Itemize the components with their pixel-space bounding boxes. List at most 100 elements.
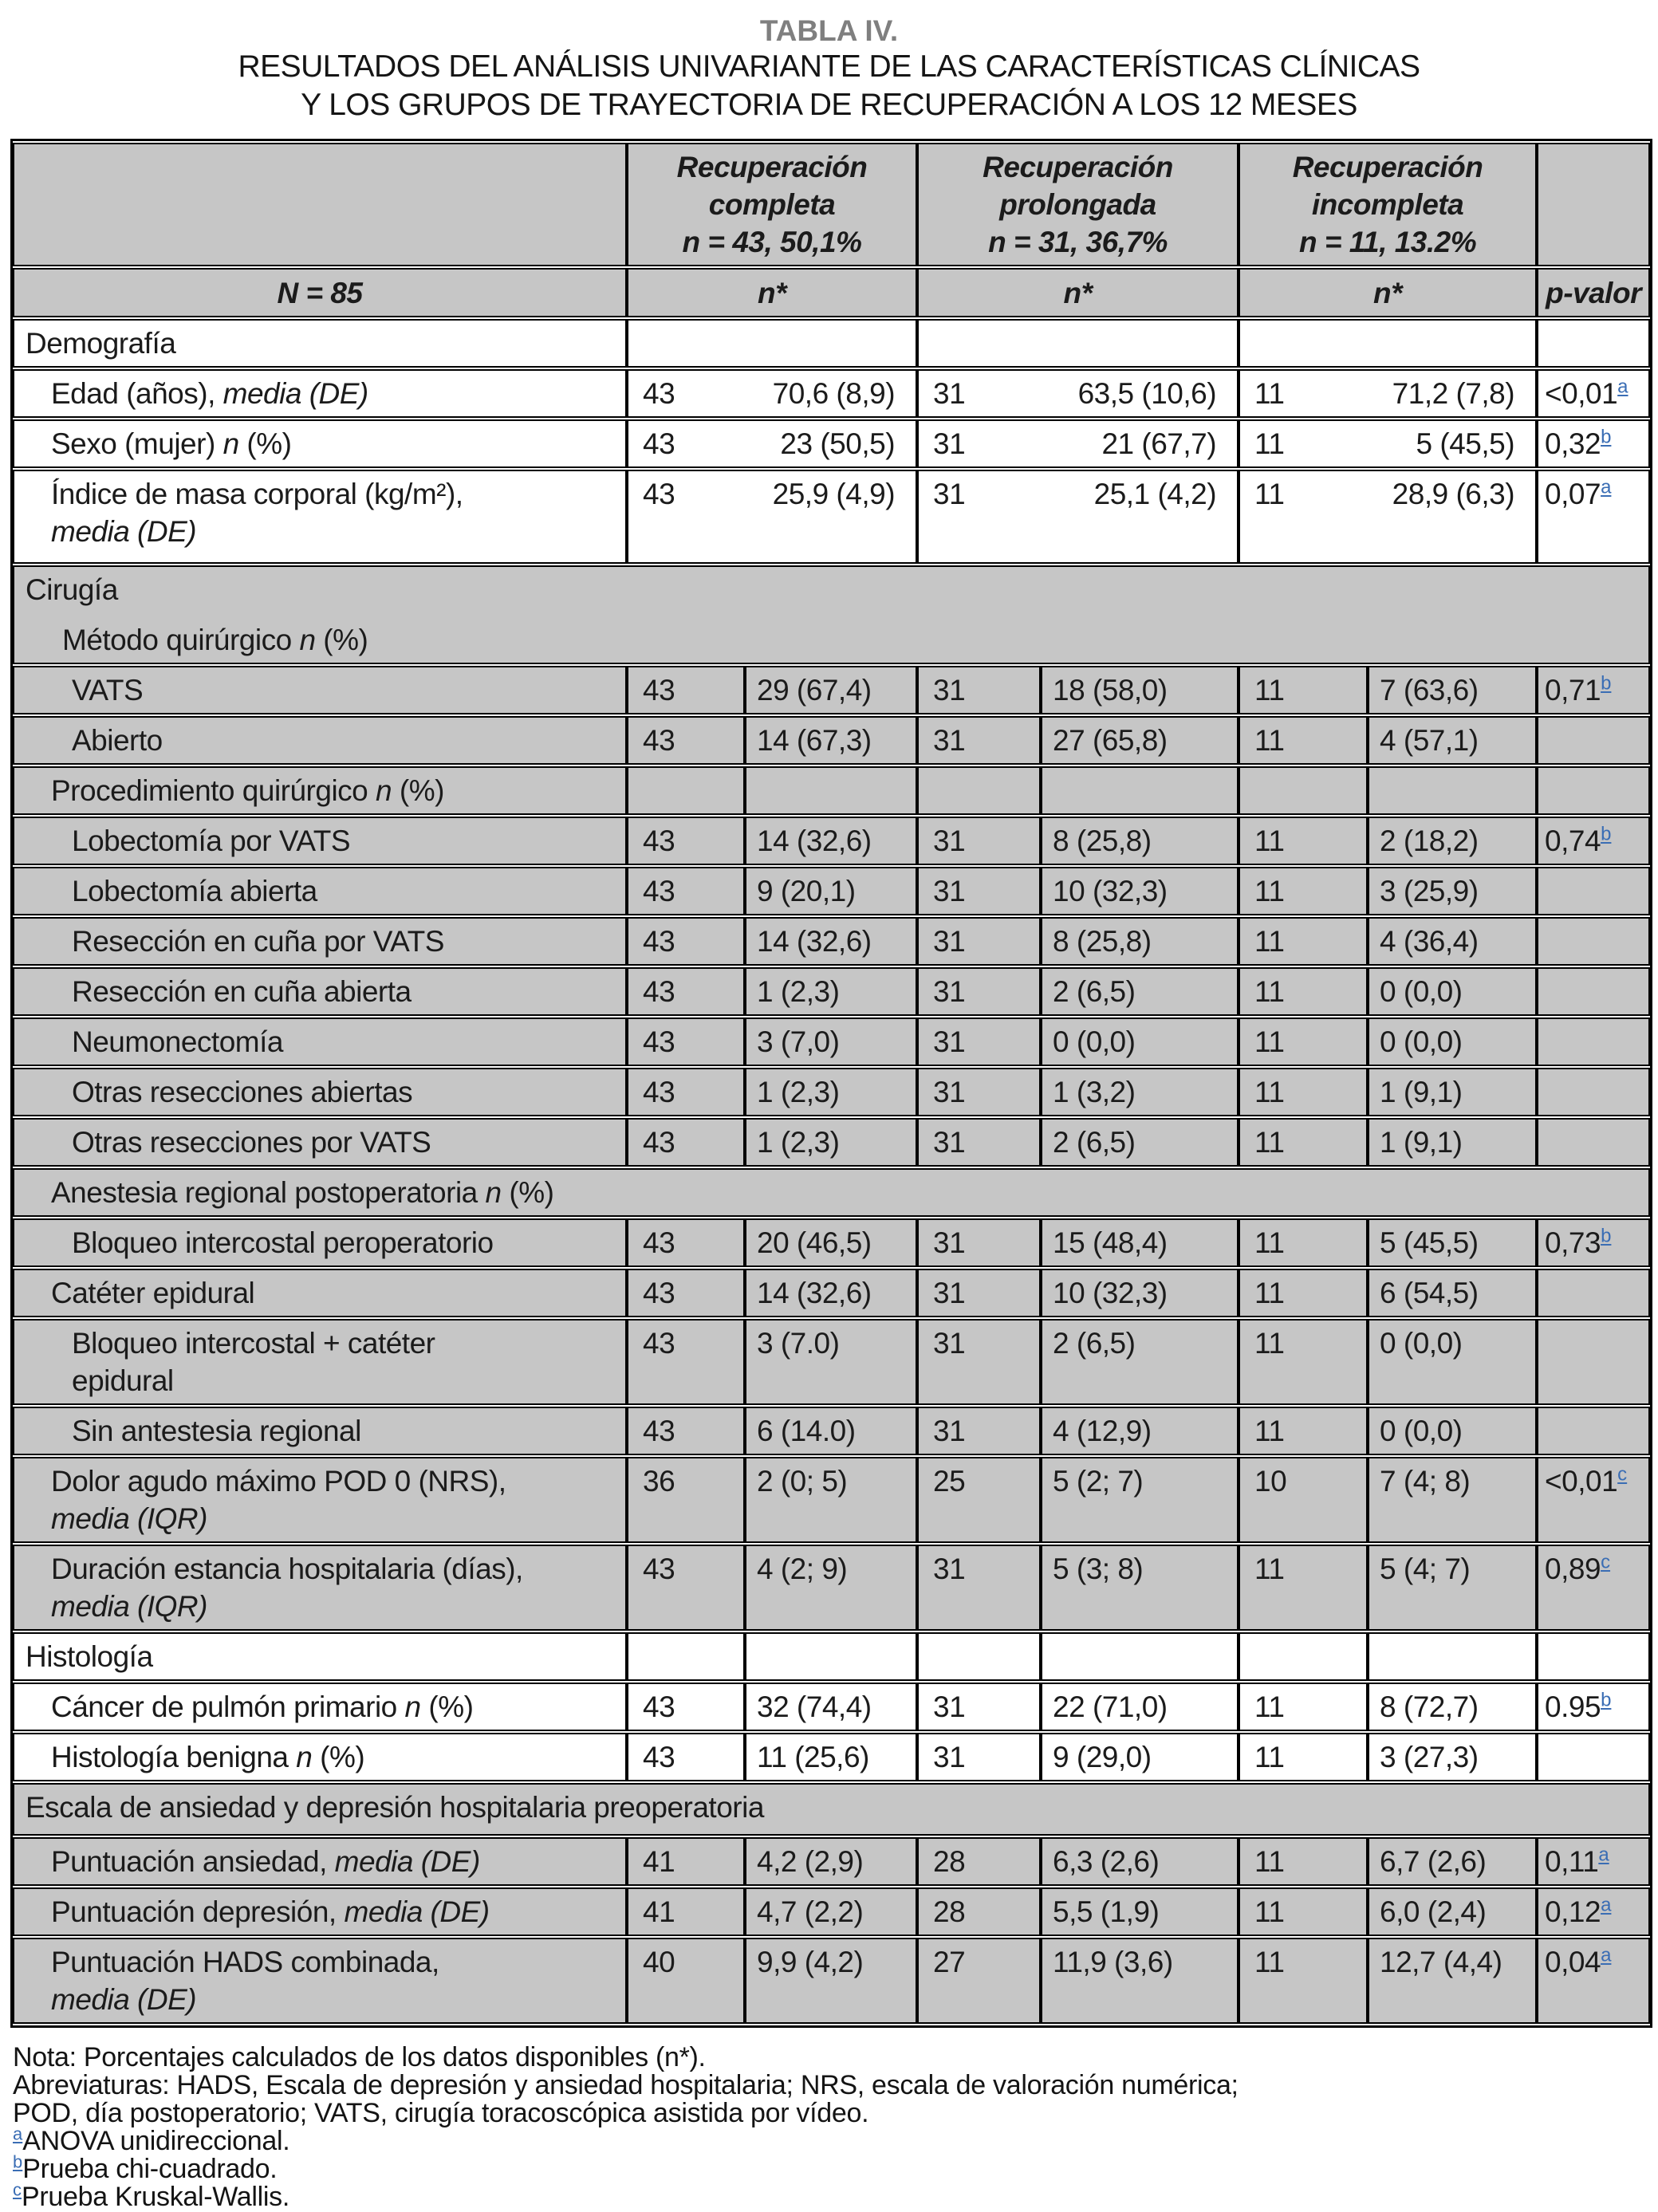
footnote-ref-a[interactable]: a xyxy=(1598,1844,1609,1866)
row-label-cell: Escala de ansiedad y depresión hospitala… xyxy=(13,1783,1651,1836)
p-value: 0,04 xyxy=(1545,1946,1601,1978)
empty-cell xyxy=(745,1632,918,1681)
value-cell: 10 (32,3) xyxy=(1041,867,1239,915)
n-cell: 40 xyxy=(627,1938,745,2024)
footnote-ref-b[interactable]: b xyxy=(1601,426,1612,448)
empty-cell xyxy=(1239,766,1369,815)
header-group-line: Recuperación xyxy=(983,151,1173,183)
label-text: Bloqueo intercostal + catéter xyxy=(72,1327,435,1360)
header-nstar-cell: n* xyxy=(1239,268,1538,317)
value-cell: 5 (2; 7) xyxy=(1041,1457,1239,1543)
footnote-ref-c[interactable]: c xyxy=(1617,1463,1628,1486)
section-row: Demografía xyxy=(13,319,1651,368)
label-line: Dolor agudo máximo POD 0 (NRS), xyxy=(51,1462,619,1500)
p-value-cell xyxy=(1537,1068,1651,1116)
footnote-line: Abreviaturas: HADS, Escala de depresión … xyxy=(13,2072,1648,2100)
value-cell: 12,7 (4,4) xyxy=(1368,1938,1538,2024)
footnote-ref-b[interactable]: b xyxy=(1601,672,1612,695)
p-value-cell xyxy=(1537,1407,1651,1455)
n-cell: 31 xyxy=(917,1118,1042,1167)
footnote-ref-a[interactable]: a xyxy=(1617,376,1628,398)
value-cell: 4 (2; 9) xyxy=(745,1545,918,1631)
label-line: Bloqueo intercostal + catéter xyxy=(72,1324,619,1362)
label-text: n xyxy=(223,427,240,460)
empty-cell xyxy=(1537,1632,1651,1681)
n-cell: 41 xyxy=(627,1887,745,1936)
value: 63,5 (10,6) xyxy=(1077,377,1217,410)
n-available: 11 xyxy=(1254,377,1285,410)
footnote-text: Abreviaturas: HADS, Escala de depresión … xyxy=(13,2070,1239,2100)
label-line: media (DE) xyxy=(51,1981,619,2018)
value-cell: 0 (0,0) xyxy=(1368,1407,1538,1455)
n-cell: 43 xyxy=(627,1269,745,1317)
n-cell: 11 xyxy=(1239,967,1369,1016)
label-text: (%) xyxy=(312,1741,365,1773)
label-line: Otras resecciones abiertas xyxy=(72,1073,619,1111)
value-cell: 1 (2,3) xyxy=(745,1118,918,1167)
label-text: epidural xyxy=(72,1364,174,1397)
n-cell: 43 xyxy=(627,917,745,966)
value-cell: 14 (67,3) xyxy=(745,716,918,765)
value-cell: 0 (0,0) xyxy=(1368,1017,1538,1066)
footnote-ref-a[interactable]: a xyxy=(1601,1944,1612,1966)
header-group-line: completa xyxy=(708,188,836,221)
footnote-marker-c[interactable]: c xyxy=(13,2179,22,2200)
row-label-cell: Lobectomía abierta xyxy=(13,867,627,915)
group-cell: 11 5 (45,5) xyxy=(1239,419,1538,468)
header-group-line: Recuperación xyxy=(676,151,868,183)
n-and-value: 43 23 (50,5) xyxy=(635,425,909,462)
n-cell: 43 xyxy=(627,867,745,915)
footnote-ref-b[interactable]: b xyxy=(1601,1689,1612,1711)
row-label-cell: Otras resecciones abiertas xyxy=(13,1068,627,1116)
p-value-cell xyxy=(1537,1269,1651,1317)
label-line: Duración estancia hospitalaria (días), xyxy=(51,1550,619,1588)
label-line: Puntuación ansiedad, media (DE) xyxy=(51,1843,619,1880)
row-label-cell: VATS xyxy=(13,666,627,714)
footnote-marker-a[interactable]: a xyxy=(13,2123,23,2144)
footnote-ref-b[interactable]: b xyxy=(1601,1225,1612,1247)
value-cell: 5 (45,5) xyxy=(1368,1218,1538,1267)
n-available: 11 xyxy=(1254,427,1285,460)
label-line: VATS xyxy=(72,671,619,709)
label-text: n xyxy=(485,1176,502,1209)
value-cell: 4,2 (2,9) xyxy=(745,1837,918,1886)
label-text: Bloqueo intercostal peroperatorio xyxy=(72,1226,494,1259)
label-text: Catéter epidural xyxy=(51,1277,255,1309)
header-empty-cell xyxy=(1537,143,1651,266)
footnote-ref-c[interactable]: c xyxy=(1601,1551,1611,1573)
table-row: Dolor agudo máximo POD 0 (NRS), media (IQ… xyxy=(13,1457,1651,1543)
footnote-line: cPrueba Kruskal-Wallis. xyxy=(13,2179,1648,2211)
row-label-cell: Puntuación depresión, media (DE) xyxy=(13,1887,627,1936)
n-cell: 36 xyxy=(627,1457,745,1543)
table-row: Neumonectomía 43 3 (7,0) 31 0 (0,0) 11 0 (0,0) xyxy=(13,1017,1651,1066)
n-cell: 31 xyxy=(917,917,1042,966)
label-text: media (IQR) xyxy=(51,1502,207,1535)
value: 70,6 (8,9) xyxy=(772,377,896,410)
footnotes: Nota: Porcentajes calculados de los dato… xyxy=(13,2044,1648,2211)
empty-cell xyxy=(1041,1632,1239,1681)
p-value: 0,07 xyxy=(1545,478,1601,510)
table-row: Otras resecciones abiertas 43 1 (2,3) 31 1 (… xyxy=(13,1068,1651,1116)
footnote-marker-b[interactable]: b xyxy=(13,2151,23,2172)
label-text: n xyxy=(376,774,392,807)
label-text: Dolor agudo máximo POD 0 (NRS), xyxy=(51,1465,506,1498)
header-nstar-cell: n* xyxy=(917,268,1239,317)
label-line: Bloqueo intercostal peroperatorio xyxy=(72,1224,619,1261)
empty-cell xyxy=(627,766,745,815)
n-available: 31 xyxy=(933,377,966,410)
empty-cell xyxy=(917,766,1042,815)
n-cell: 43 xyxy=(627,1068,745,1116)
value-cell: 15 (48,4) xyxy=(1041,1218,1239,1267)
label-text: Edad (años), xyxy=(51,377,223,410)
footnote-ref-b[interactable]: b xyxy=(1601,823,1612,845)
value-cell: 7 (4; 8) xyxy=(1368,1457,1538,1543)
table-row: Sexo (mujer) n (%) 43 23 (50,5) 31 21 (67,7)… xyxy=(13,419,1651,468)
n-available: 31 xyxy=(933,478,966,510)
label-line: Método quirúrgico n (%) xyxy=(26,621,1642,659)
footnote-ref-a[interactable]: a xyxy=(1601,1894,1612,1916)
label-line: Sin antestesia regional xyxy=(72,1412,619,1450)
value-cell: 8 (72,7) xyxy=(1368,1683,1538,1731)
n-cell: 43 xyxy=(627,967,745,1016)
footnote-ref-a[interactable]: a xyxy=(1601,476,1612,498)
